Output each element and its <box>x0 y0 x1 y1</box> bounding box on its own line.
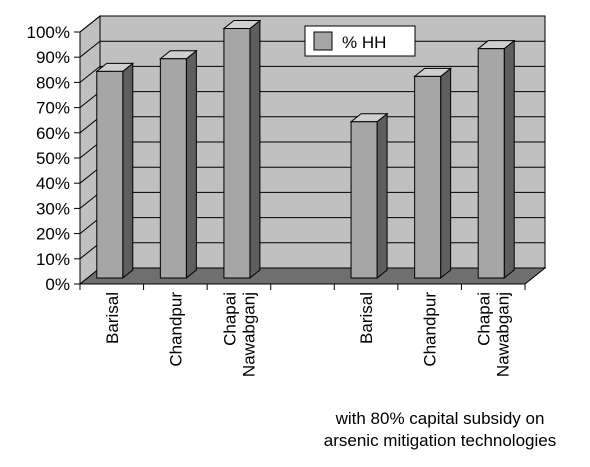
bar <box>223 28 251 279</box>
y-tick-label: 10% <box>36 250 70 269</box>
x-category-label: Barisal <box>103 292 122 344</box>
x-axis-labels: Barisal Chandpur Chapai Nawabganj Barisal Cha… <box>79 284 526 377</box>
x-category-label: Barisal <box>357 292 376 344</box>
annotation-line-1: with 80% capital subsidy on <box>335 409 545 428</box>
bar-side <box>503 39 515 280</box>
y-tick-label: 60% <box>36 124 70 143</box>
y-tick-label: 0% <box>45 275 70 294</box>
legend-label: % HH <box>342 33 386 52</box>
x-category-label-line: Chapai <box>475 292 494 346</box>
bar <box>414 75 442 279</box>
y-tick-label: 70% <box>36 99 70 118</box>
gridline <box>79 15 545 33</box>
y-tick-label: 20% <box>36 225 70 244</box>
x-category-label: Chapai Nawabganj <box>220 292 258 377</box>
x-category-label: Chandpur <box>166 292 185 367</box>
bar-side <box>185 49 197 280</box>
annotation-line-2: arsenic mitigation technologies <box>323 431 557 450</box>
legend: % HH <box>304 25 416 57</box>
y-tick-label: 30% <box>36 199 70 218</box>
x-category-label: Chapai Nawabganj <box>475 292 513 377</box>
bar <box>477 48 505 279</box>
x-category-label-line: Barisal <box>357 292 376 344</box>
x-category-label-line: Barisal <box>103 292 122 344</box>
y-axis-ticks: 0% 10% 20% 30% 40% 50% 60% 70% 80% 90% 100% <box>27 23 525 294</box>
group-annotation: with 80% capital subsidy on arsenic miti… <box>290 408 590 452</box>
bar-side <box>440 67 452 280</box>
y-tick-label: 100% <box>27 23 70 42</box>
floor <box>78 267 547 285</box>
bar-side <box>122 62 134 280</box>
y-tick-label: 40% <box>36 174 70 193</box>
x-category-label-line: Nawabganj <box>494 292 513 377</box>
bar-side <box>249 19 261 280</box>
bar <box>96 70 124 279</box>
bar <box>350 121 378 279</box>
y-tick-label: 90% <box>36 48 70 67</box>
x-category-label-line: Nawabganj <box>239 292 258 377</box>
x-category-label: Chandpur <box>421 292 440 367</box>
legend-swatch <box>313 31 333 51</box>
x-category-label-line: Chandpur <box>421 292 440 367</box>
x-category-label-line: Chapai <box>220 292 239 346</box>
x-category-label-line: Chandpur <box>166 292 185 367</box>
bars <box>95 19 516 280</box>
y-tick-label: 80% <box>36 73 70 92</box>
bar-side <box>376 112 388 280</box>
gridline <box>79 65 545 83</box>
bar <box>159 58 187 279</box>
y-tick-label: 50% <box>36 149 70 168</box>
